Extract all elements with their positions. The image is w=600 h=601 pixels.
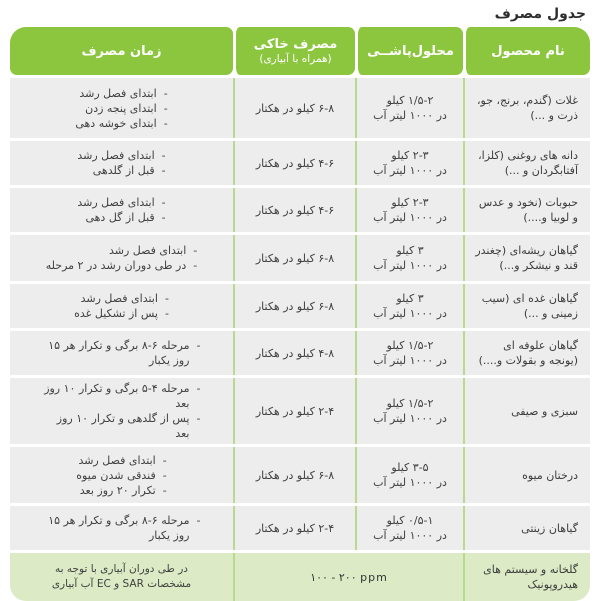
time-item: فندقی شدن میوه [76,468,167,483]
time-item: پس از تشکیل غده [74,306,169,321]
spray-dilution: در ۱۰۰۰ لیتر آب [373,109,447,122]
time-cell: ابتدای فصل رشد قبل از گلدهی [10,141,233,185]
product-cell: دانه های روغنی (کلزا، آفتابگردان و ...) [463,141,590,185]
column-header-soil-label: مصرف خاکی [253,37,338,52]
time-cell: ابتدای فصل رشد پس از تشکیل غده [10,284,233,328]
soil-cell: ۴-۸ کیلو در هکتار [233,331,355,375]
product-cell: غلات (گندم، برنج، جو، ذرت و ...) [463,78,590,138]
spray-cell: ۳ کیلو در ۱۰۰۰ لیتر آب [355,235,463,281]
table-row: درختان میوه ۳-۵ کیلو در ۱۰۰۰ لیتر آب ۶-۸… [10,447,590,503]
spray-amount: ۳-۵ کیلو [391,461,429,474]
product-cell: گلخانه و سیستم های هیدروپونیک [463,553,590,601]
spray-dilution: در ۱۰۰۰ لیتر آب [373,476,447,489]
column-header-product: نام محصول [463,27,590,75]
time-cell: ابتدای فصل رشد در طی دوران رشد در ۲ مرحل… [10,235,233,281]
column-header-time: زمان مصرف [10,27,233,75]
spray-dilution: در ۱۰۰۰ لیتر آب [373,307,447,320]
time-item: مرحله ۶-۸ برگی و تکرار هر ۱۵ روز یکبار [43,338,200,368]
column-header-soil-sublabel: (همراه با آبیاری) [259,53,332,65]
table-row: حبوبات (نخود و عدس و لوبیا و....) ۲-۳ کی… [10,188,590,232]
soil-cell: ۶-۸ کیلو در هکتار [233,235,355,281]
product-cell: حبوبات (نخود و عدس و لوبیا و....) [463,188,590,232]
column-header-soil: مصرف خاکی (همراه با آبیاری) [233,27,355,75]
spray-amount: ۱/۵-۲ کیلو [386,397,434,410]
time-item: تکرار ۲۰ روز بعد [76,483,167,498]
time-item: ابتدای خوشه دهی [75,116,168,131]
spray-cell: ۲-۳ کیلو در ۱۰۰۰ لیتر آب [355,141,463,185]
spray-cell: ۱/۵-۲ کیلو در ۱۰۰۰ لیتر آب [355,331,463,375]
soil-cell: ۶-۸ کیلو در هکتار [233,447,355,503]
spray-dilution: در ۱۰۰۰ لیتر آب [373,259,447,272]
page-title: جدول مصرف [494,6,586,22]
table-row: دانه های روغنی (کلزا، آفتابگردان و ...) … [10,141,590,185]
table-row: سبزی و صیفی ۱/۵-۲ کیلو در ۱۰۰۰ لیتر آب ۲… [10,378,590,444]
product-cell: درختان میوه [463,447,590,503]
time-item: ابتدای پنجه زدن [75,101,168,116]
product-cell: سبزی و صیفی [463,378,590,444]
irrigation-note: در طی دوران آبیاری با توجه به مشخصات SAR… [51,563,192,590]
time-item: ابتدای فصل رشد [77,148,166,163]
spray-dilution: در ۱۰۰۰ لیتر آب [373,412,447,425]
soil-cell: ۶-۸ کیلو در هکتار [233,284,355,328]
spray-amount: ۲-۳ کیلو [391,149,429,162]
time-item: ابتدای فصل رشد [75,86,168,101]
column-header-product-label: نام محصول [491,43,565,59]
soil-cell: ۴-۶ کیلو در هکتار [233,141,355,185]
time-item: در طی دوران رشد در ۲ مرحله [46,258,198,273]
soil-cell: ۴-۶ کیلو در هکتار [233,188,355,232]
table-footer-row: گلخانه و سیستم های هیدروپونیک ۱۰۰ ‎- ۲۰۰… [10,553,590,601]
time-item: قبل از گلدهی [77,163,166,178]
time-cell: ابتدای فصل رشد فندقی شدن میوه تکرار ۲۰ ر… [10,447,233,503]
spray-amount: ۱/۵-۲ کیلو [386,339,434,352]
time-item: پس از گلدهی و تکرار ۱۰ روز بعد [43,411,201,441]
soil-cell: ۲-۴ کیلو در هکتار [233,506,355,550]
spray-amount: ۳ کیلو [396,292,424,305]
spray-dilution: در ۱۰۰۰ لیتر آب [373,354,447,367]
spray-dilution: در ۱۰۰۰ لیتر آب [373,164,447,177]
spray-cell: ۰/۵-۱ کیلو در ۱۰۰۰ لیتر آب [355,506,463,550]
table-row: گیاهان غده ای (سیب زمینی و ...) ۳ کیلو د… [10,284,590,328]
time-cell: مرحله ۶-۸ برگی و تکرار هر ۱۵ روز یکبار [10,506,233,550]
spray-cell: ۳ کیلو در ۱۰۰۰ لیتر آب [355,284,463,328]
time-cell: ابتدای فصل رشد ابتدای پنجه زدن ابتدای خو… [10,78,233,138]
time-cell: مرحله ۴-۵ برگی و تکرار ۱۰ روز بعد پس از … [10,378,233,444]
time-cell: در طی دوران آبیاری با توجه به مشخصات SAR… [10,553,233,601]
consumption-table: نام محصول محلول‌پاشــی مصرف خاکی (همراه … [10,27,590,601]
soil-cell: ۶-۸ کیلو در هکتار [233,78,355,138]
product-cell: گیاهان غده ای (سیب زمینی و ...) [463,284,590,328]
spray-amount: ۰/۵-۱ کیلو [386,514,434,527]
time-item: ابتدای فصل رشد [74,291,169,306]
product-cell: گیاهان ریشه‌ای (چغندر قند و نیشکر و...) [463,235,590,281]
ppm-range-cell: ۱۰۰ ‎- ۲۰۰ ppm [233,553,463,601]
time-item: قبل از گل دهی [77,210,166,225]
table-header-row: نام محصول محلول‌پاشــی مصرف خاکی (همراه … [10,27,590,75]
time-item: مرحله ۶-۸ برگی و تکرار هر ۱۵ روز یکبار [43,513,200,543]
time-cell: ابتدای فصل رشد قبل از گل دهی [10,188,233,232]
spray-cell: ۳-۵ کیلو در ۱۰۰۰ لیتر آب [355,447,463,503]
spray-cell: ۱/۵-۲ کیلو در ۱۰۰۰ لیتر آب [355,378,463,444]
table-row: گیاهان علوفه ای (یونجه و بقولات و....) ۱… [10,331,590,375]
table-row: گیاهان زینتی ۰/۵-۱ کیلو در ۱۰۰۰ لیتر آب … [10,506,590,550]
column-header-time-label: زمان مصرف [81,43,162,59]
column-header-spray: محلول‌پاشــی [355,27,463,75]
soil-cell: ۲-۴ کیلو در هکتار [233,378,355,444]
table-row: غلات (گندم، برنج، جو، ذرت و ...) ۱/۵-۲ ک… [10,78,590,138]
product-cell: گیاهان زینتی [463,506,590,550]
spray-cell: ۲-۳ کیلو در ۱۰۰۰ لیتر آب [355,188,463,232]
product-cell: گیاهان علوفه ای (یونجه و بقولات و....) [463,331,590,375]
spray-cell: ۱/۵-۲ کیلو در ۱۰۰۰ لیتر آب [355,78,463,138]
spray-dilution: در ۱۰۰۰ لیتر آب [373,211,447,224]
time-item: ابتدای فصل رشد [76,453,167,468]
time-item: ابتدای فصل رشد [46,243,198,258]
time-item: ابتدای فصل رشد [77,195,166,210]
spray-amount: ۱/۵-۲ کیلو [386,94,434,107]
column-header-spray-label: محلول‌پاشــی [367,43,454,59]
time-item: مرحله ۴-۵ برگی و تکرار ۱۰ روز بعد [43,381,200,411]
spray-dilution: در ۱۰۰۰ لیتر آب [373,529,447,542]
spray-amount: ۲-۳ کیلو [391,196,429,209]
time-cell: مرحله ۶-۸ برگی و تکرار هر ۱۵ روز یکبار [10,331,233,375]
table-row: گیاهان ریشه‌ای (چغندر قند و نیشکر و...) … [10,235,590,281]
spray-amount: ۳ کیلو [396,244,424,257]
